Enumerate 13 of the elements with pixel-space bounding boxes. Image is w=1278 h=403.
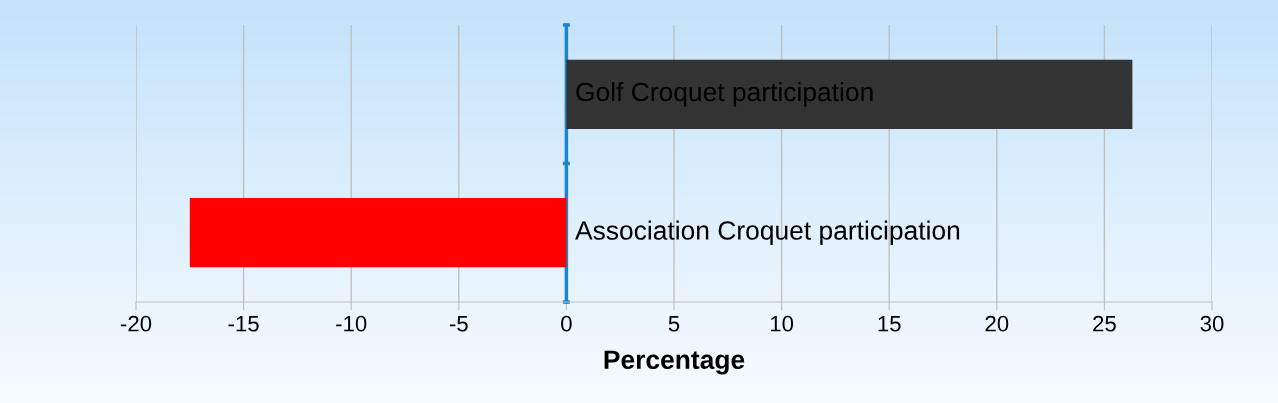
x-axis-title: Percentage bbox=[604, 350, 745, 375]
x-tick-label: -20 bbox=[120, 315, 152, 332]
x-tick-label: 0 bbox=[561, 315, 572, 332]
x-tick-label: 5 bbox=[668, 316, 680, 332]
x-tick-label: -5 bbox=[449, 316, 468, 332]
x-tick-label: -10 bbox=[336, 315, 367, 332]
x-tick-label: 15 bbox=[878, 316, 901, 332]
x-tick-label: 20 bbox=[985, 315, 1009, 332]
x-tick-label: -15 bbox=[228, 316, 259, 332]
x-tick-label: 25 bbox=[1093, 315, 1116, 332]
x-tick-label: 10 bbox=[770, 315, 794, 332]
x-tick-label: 30 bbox=[1200, 315, 1224, 332]
y-tick-label: Association Croquet participation bbox=[575, 220, 960, 246]
